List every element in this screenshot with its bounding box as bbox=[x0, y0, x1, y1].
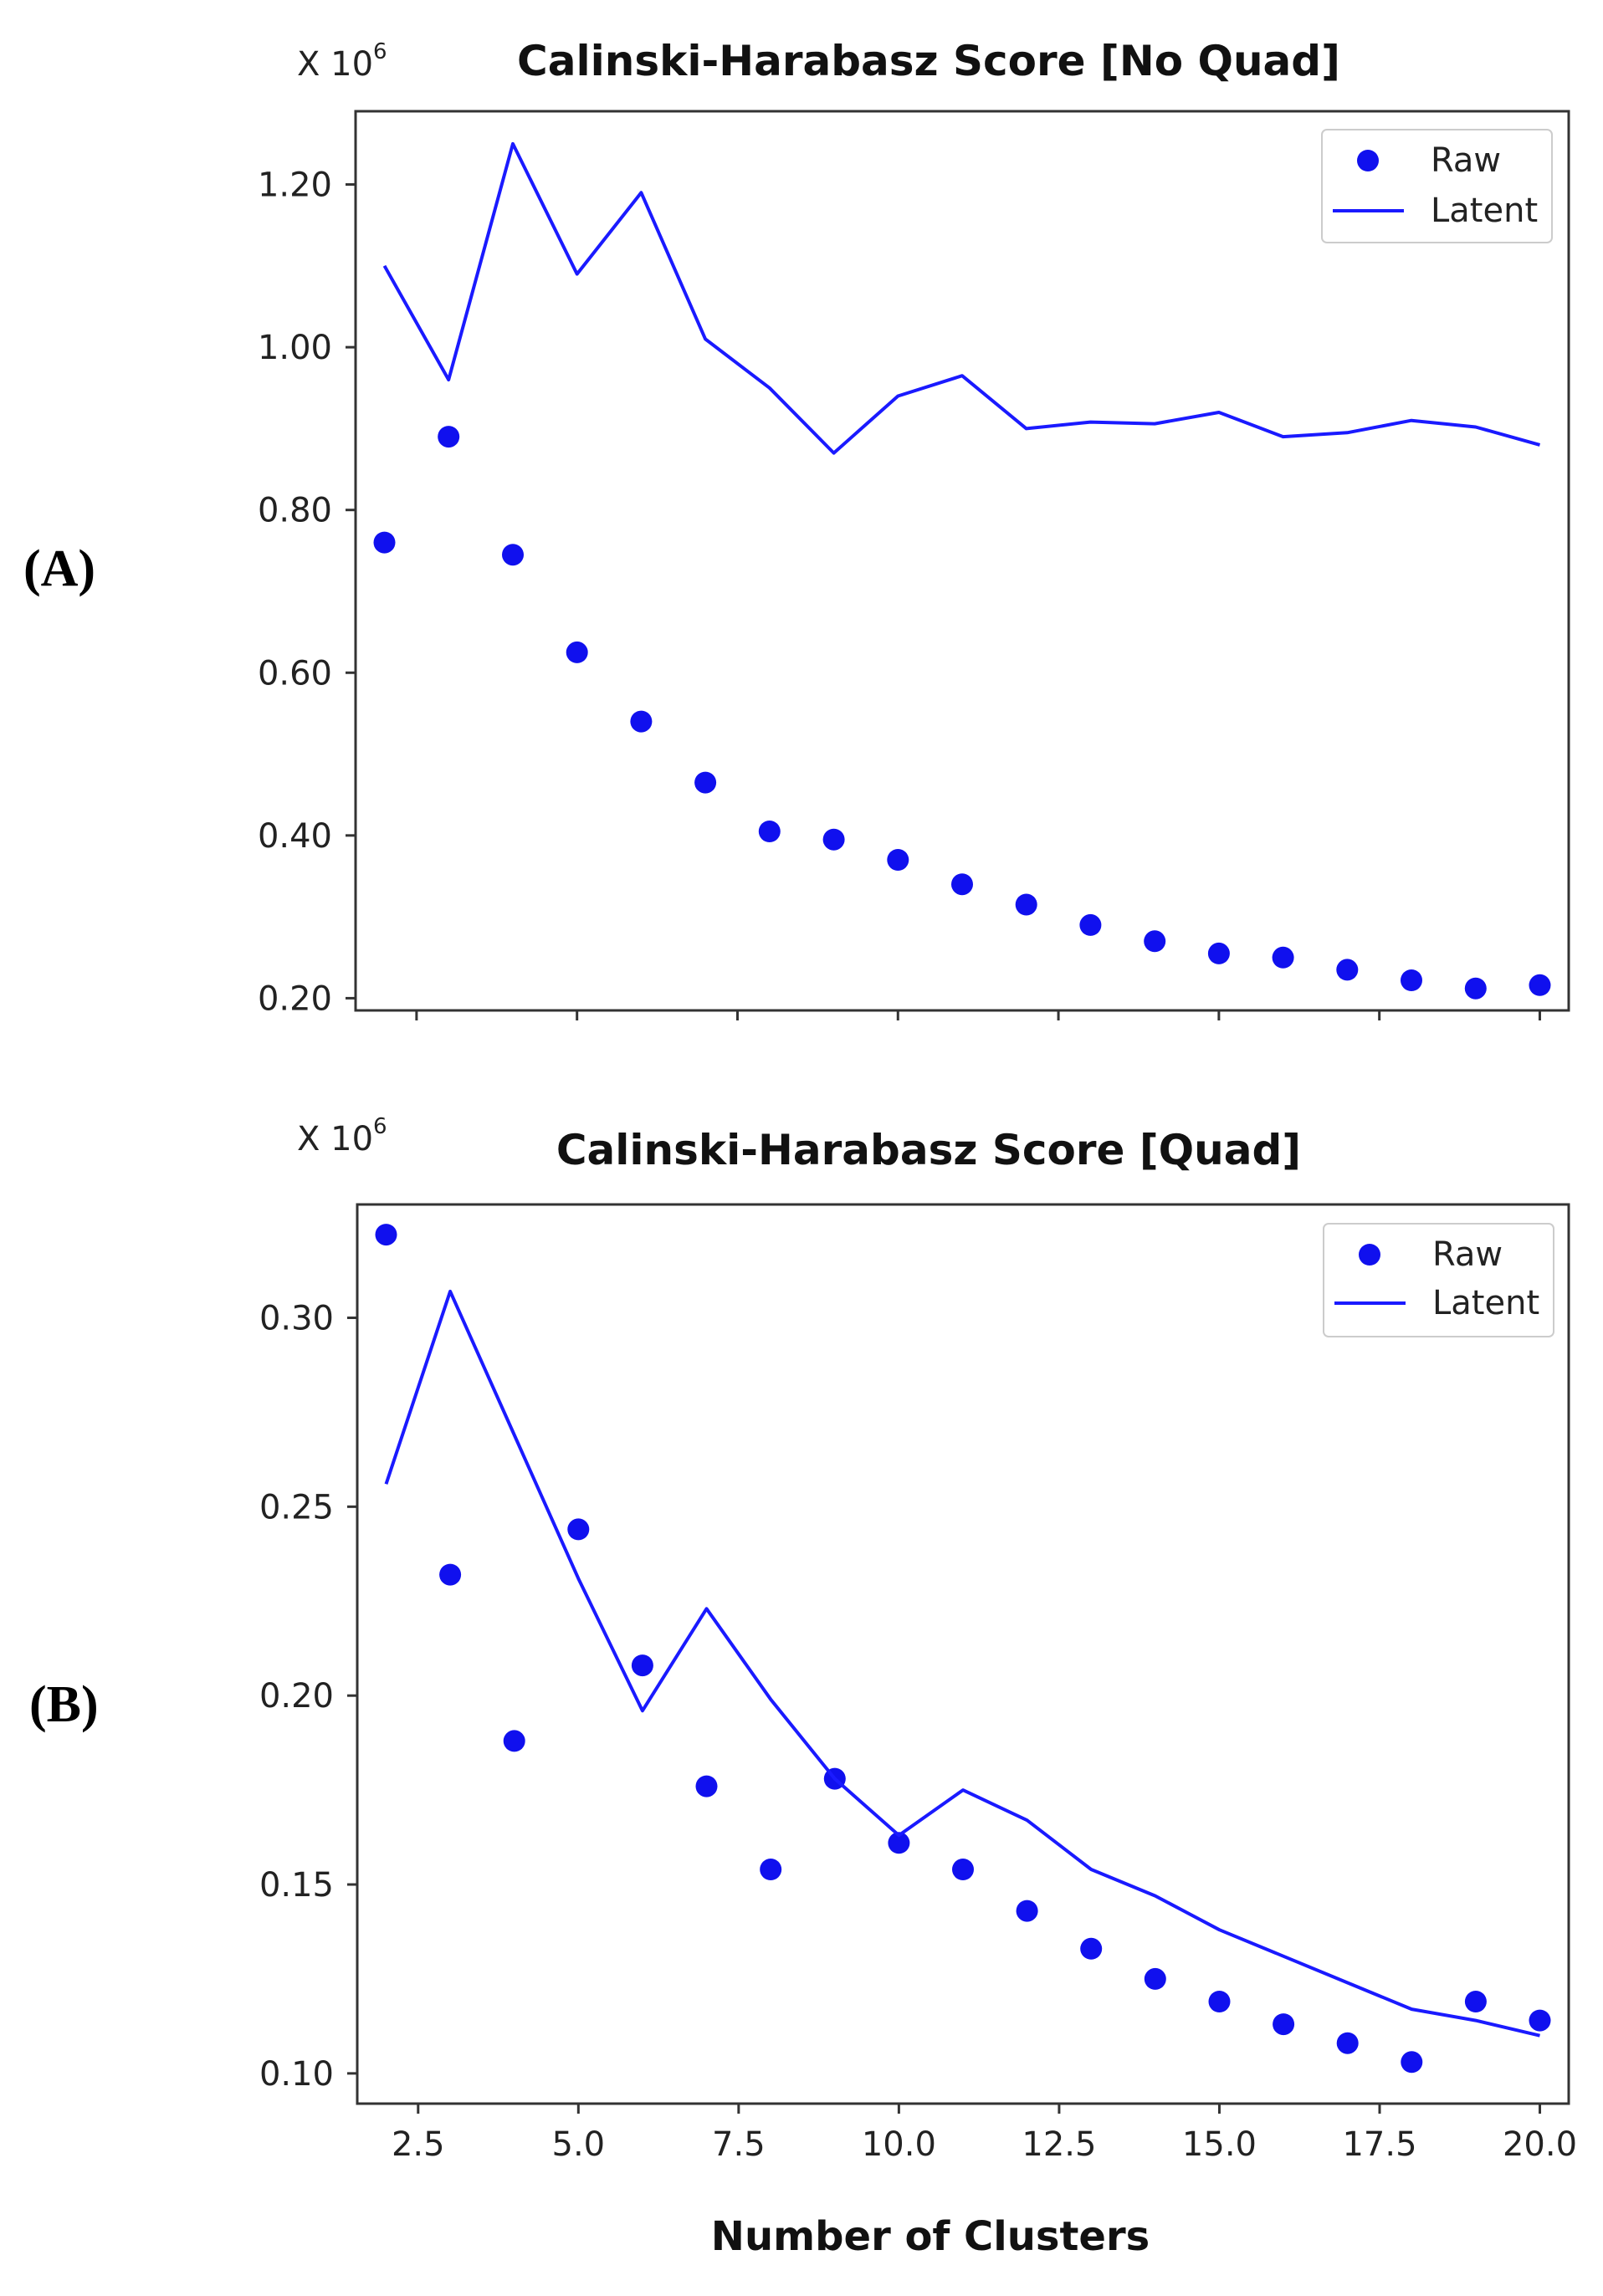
legend-marker-raw bbox=[1357, 150, 1379, 171]
legend-box bbox=[1321, 129, 1553, 243]
data-marks bbox=[373, 141, 1551, 1000]
chart-panel-b: X 106 Calinski-Harabasz Score [Quad] (B)… bbox=[29, 1114, 1577, 2164]
data-point-raw bbox=[566, 641, 588, 663]
legend: Raw Latent bbox=[1323, 1223, 1554, 1337]
x-tick-label: 10.0 bbox=[862, 2125, 936, 2164]
data-point-raw bbox=[503, 1730, 525, 1752]
data-point-raw bbox=[1016, 1900, 1038, 1922]
data-point-raw bbox=[1273, 2013, 1295, 2036]
data-point-raw bbox=[888, 1832, 910, 1854]
data-point-raw bbox=[758, 821, 781, 842]
data-point-raw bbox=[1207, 942, 1230, 964]
data-point-raw bbox=[1208, 1991, 1231, 2012]
y-tick-label: 0.80 bbox=[258, 492, 332, 530]
data-point-raw bbox=[438, 426, 460, 448]
x-tick-label: 17.5 bbox=[1342, 2125, 1416, 2164]
y-tick-label: 0.60 bbox=[258, 654, 332, 693]
axis-ticks: 0.10 0.15 0.20 0.25 0.30 2.5 5.0 7.5 10.0 12.5 15.… bbox=[259, 1300, 1577, 2164]
legend-label-latent: Latent bbox=[1431, 192, 1538, 230]
data-point-raw bbox=[1529, 974, 1551, 996]
y-tick-label: 0.20 bbox=[259, 1677, 334, 1716]
multiplier-label: X 106 bbox=[297, 39, 387, 84]
panel-label: (B) bbox=[29, 1676, 99, 1733]
x-tick-label: 12.5 bbox=[1022, 2125, 1096, 2164]
x-axis-label: Number of Clusters bbox=[711, 2213, 1150, 2260]
data-point-raw bbox=[373, 531, 396, 554]
data-point-raw bbox=[1401, 969, 1422, 991]
data-point-raw bbox=[951, 873, 973, 896]
series-line-latent bbox=[384, 1289, 1540, 2038]
data-point-raw bbox=[1464, 1991, 1487, 2012]
data-point-raw bbox=[630, 710, 653, 733]
data-point-raw bbox=[1272, 946, 1294, 969]
y-tick-label: 0.25 bbox=[259, 1488, 334, 1526]
chart-title: Calinski-Harabasz Score [No Quad] bbox=[517, 37, 1340, 85]
data-point-raw bbox=[1401, 2051, 1423, 2074]
data-point-raw bbox=[502, 544, 524, 566]
data-point-raw bbox=[1144, 1967, 1166, 1990]
data-marks bbox=[375, 1224, 1551, 2074]
data-point-raw bbox=[567, 1518, 590, 1541]
y-tick-label: 1.00 bbox=[258, 329, 332, 367]
data-point-raw bbox=[1464, 977, 1487, 1000]
legend-box bbox=[1323, 1223, 1554, 1337]
plot-frame bbox=[354, 110, 1570, 1012]
multiplier-label: X 106 bbox=[297, 1114, 387, 1158]
x-tick-label: 20.0 bbox=[1503, 2125, 1577, 2164]
y-tick-label: 0.10 bbox=[259, 2055, 334, 2094]
x-tick-label: 2.5 bbox=[392, 2125, 445, 2164]
legend-label-raw: Raw bbox=[1432, 1235, 1503, 1274]
data-point-raw bbox=[695, 1775, 718, 1797]
legend-label-latent: Latent bbox=[1432, 1284, 1539, 1322]
data-point-raw bbox=[1529, 2009, 1551, 2032]
data-point-raw bbox=[1336, 2032, 1359, 2054]
chart-panel-a: X 106 Calinski-Harabasz Score [No Quad] … bbox=[23, 37, 1570, 1020]
chart-title: Calinski-Harabasz Score [Quad] bbox=[556, 1126, 1301, 1174]
data-point-raw bbox=[887, 849, 909, 871]
axis-ticks: 0.20 0.40 0.60 0.80 1.00 1.20 bbox=[258, 166, 1541, 1020]
data-point-raw bbox=[375, 1224, 397, 1246]
panel-label: (A) bbox=[23, 540, 95, 597]
x-tick-label: 15.0 bbox=[1182, 2125, 1257, 2164]
data-point-raw bbox=[952, 1859, 974, 1880]
legend-label-raw: Raw bbox=[1431, 141, 1501, 180]
y-tick-label: 1.20 bbox=[258, 166, 332, 205]
data-point-raw bbox=[631, 1654, 653, 1677]
y-tick-label: 0.20 bbox=[258, 979, 332, 1018]
data-point-raw bbox=[439, 1563, 462, 1586]
data-point-raw bbox=[694, 771, 717, 794]
data-point-raw bbox=[1080, 1937, 1103, 1960]
legend: Raw Latent bbox=[1321, 129, 1553, 243]
plot-frame bbox=[356, 1203, 1570, 2105]
x-tick-label: 7.5 bbox=[712, 2125, 766, 2164]
data-point-raw bbox=[822, 828, 845, 851]
data-point-raw bbox=[1336, 959, 1359, 981]
y-tick-label: 0.30 bbox=[259, 1300, 334, 1338]
y-tick-label: 0.40 bbox=[258, 817, 332, 856]
data-point-raw bbox=[1015, 893, 1037, 916]
x-tick-label: 5.0 bbox=[552, 2125, 606, 2164]
data-point-raw bbox=[1144, 930, 1166, 953]
data-point-raw bbox=[760, 1859, 782, 1880]
y-tick-label: 0.15 bbox=[259, 1866, 334, 1905]
legend-marker-raw bbox=[1359, 1244, 1380, 1266]
series-line-latent bbox=[382, 141, 1541, 455]
data-point-raw bbox=[1079, 913, 1102, 936]
